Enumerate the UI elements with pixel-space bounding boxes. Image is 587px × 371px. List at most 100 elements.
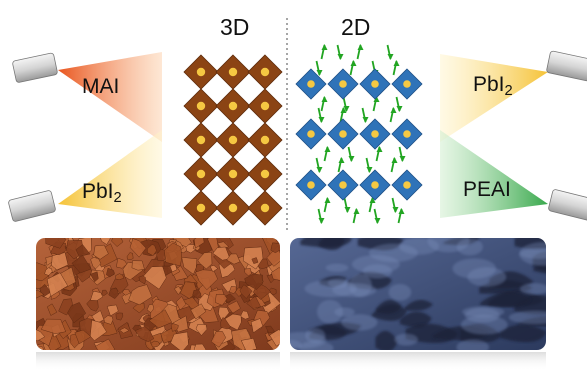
highlight-2d [341, 314, 378, 331]
spacer-molecule [339, 107, 347, 123]
grain-3d [36, 345, 44, 350]
grain-3d [150, 340, 161, 348]
grain-3d [195, 324, 208, 336]
spacer-molecule [343, 197, 351, 213]
grain-3d [89, 319, 107, 342]
highlight-2d [456, 339, 490, 350]
grain-3d [106, 304, 119, 317]
grain-3d [209, 265, 219, 273]
highlight-2d [298, 340, 334, 350]
grain-3d [45, 238, 67, 249]
mai-beam-wedge [58, 52, 162, 142]
spacer-molecule [365, 157, 373, 173]
highlight-2d [304, 279, 357, 298]
grain-3d [111, 238, 124, 247]
sem-2d-morphology [290, 238, 546, 350]
grain-3d [40, 318, 67, 334]
grain-3d [265, 325, 276, 334]
spacer-molecule [323, 146, 331, 162]
sem-3d-morphology [36, 238, 280, 350]
pbi2-right-beam-wedge [440, 54, 548, 142]
grain-3d [101, 289, 108, 297]
grain-3d [121, 289, 131, 296]
grain-3d [115, 312, 124, 321]
highlight-2d [464, 308, 500, 323]
highlight-2d [317, 299, 343, 324]
spacer-molecule [391, 197, 399, 213]
evaporation-source-icon [12, 52, 58, 83]
crevice-2d [318, 238, 345, 251]
highlight-2d [334, 307, 355, 317]
spacer-molecule [349, 60, 357, 76]
center-atom-2d [403, 181, 411, 189]
grain-3d [138, 275, 146, 285]
center-atom-3d [260, 135, 270, 145]
grain-3d [36, 289, 45, 300]
highlight-2d [290, 339, 302, 350]
grain-3d [193, 238, 205, 249]
grain-3d [242, 246, 264, 270]
highlight-2d [519, 283, 546, 295]
grain-3d [116, 257, 128, 269]
grain-3d [36, 262, 50, 282]
grain-3d [270, 242, 280, 254]
spacer-molecule [389, 107, 397, 123]
grain-3d [67, 302, 87, 324]
spacer-molecule [315, 157, 323, 173]
grain-3d [190, 303, 207, 320]
pbi2-left-beam-wedge [58, 130, 162, 218]
grain-3d [75, 244, 91, 257]
grain-3d [132, 302, 145, 314]
highlight-2d [508, 310, 546, 325]
grain-3d [115, 273, 125, 280]
grain-3d [175, 296, 187, 311]
center-atom-3d [228, 203, 238, 213]
source-label-peai: PEAI [463, 178, 511, 201]
center-atom-2d [403, 80, 411, 88]
grain-3d [212, 246, 231, 261]
spacer-molecule [397, 208, 405, 224]
grain-3d [44, 267, 53, 276]
crevice-2d [375, 299, 402, 314]
grain-3d [192, 289, 202, 299]
grain-3d [108, 287, 119, 300]
grain-3d [147, 244, 157, 257]
grain-3d [128, 284, 153, 306]
crevice-2d [480, 291, 532, 307]
grain-3d [126, 252, 134, 260]
grain-3d [129, 238, 147, 258]
highlight-2d [456, 238, 483, 256]
spacer-molecule [386, 44, 394, 60]
grain-3d [181, 257, 198, 275]
grain-3d [90, 257, 102, 270]
panel-title-2d: 2D [341, 14, 371, 40]
center-atom-3d [260, 101, 270, 111]
spacer-molecule [320, 96, 328, 112]
spacer-molecule [390, 157, 398, 173]
grain-3d [226, 253, 241, 265]
spacer-molecule [342, 96, 350, 112]
center-atom-3d [196, 169, 206, 179]
center-atom-2d [371, 181, 379, 189]
panel-title-3d: 3D [220, 14, 250, 40]
grain-3d [148, 309, 173, 329]
center-atom-3d [228, 135, 238, 145]
center-atom-3d [228, 67, 238, 77]
spacer-molecule [373, 208, 381, 224]
source-label-pbi2-left: PbI2 [82, 180, 122, 207]
grain-3d [240, 338, 258, 350]
grain-3d [119, 327, 130, 334]
grain-3d [51, 252, 69, 271]
grain-3d [86, 297, 99, 312]
center-atom-3d [260, 169, 270, 179]
grain-3d [99, 238, 111, 245]
evaporation-source-icon [548, 189, 587, 221]
grain-3d [46, 272, 69, 297]
center-atom-2d [307, 80, 315, 88]
sem-2d-reflection [290, 352, 546, 371]
evaporation-source-icon [8, 190, 56, 222]
grain-3d [239, 310, 250, 320]
grain-3d [244, 273, 263, 290]
center-atom-3d [260, 203, 270, 213]
